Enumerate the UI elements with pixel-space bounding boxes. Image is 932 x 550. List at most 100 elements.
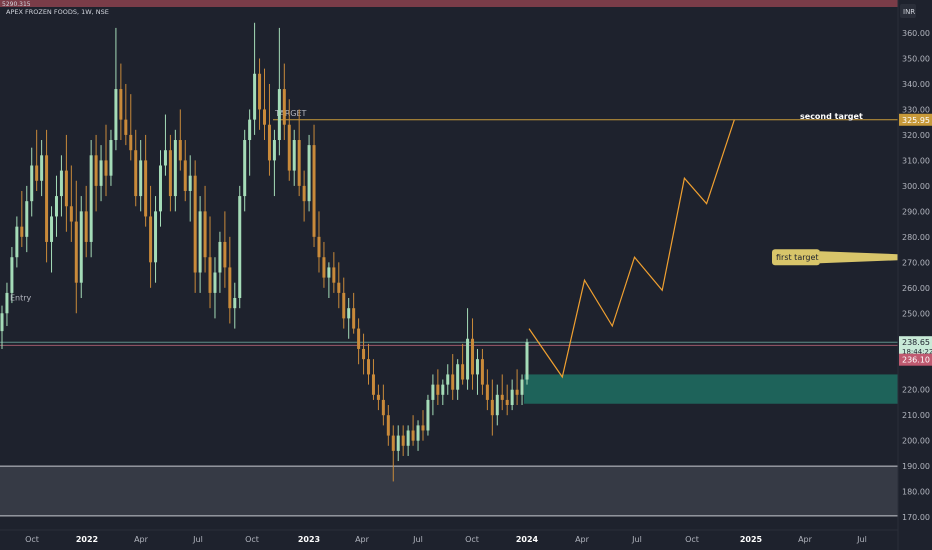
candle xyxy=(263,68,266,141)
candle xyxy=(327,262,331,298)
candle xyxy=(99,145,103,202)
y-tick-label: 210.00 xyxy=(902,411,930,420)
bar-countdown-text: 18:44:22 xyxy=(902,348,932,356)
candle xyxy=(69,165,73,242)
y-tick-label: 220.00 xyxy=(902,386,930,395)
candle xyxy=(109,129,113,186)
candle xyxy=(500,374,504,411)
candle xyxy=(446,364,450,395)
y-tick-label: 200.00 xyxy=(902,437,930,446)
candle xyxy=(312,124,316,248)
candle xyxy=(386,405,390,446)
y-tick-label: 350.00 xyxy=(902,54,930,63)
x-tick-label: Oct xyxy=(245,535,259,544)
first-target-callout-tail xyxy=(820,251,898,264)
support-zone xyxy=(0,466,898,516)
target-line-label: TARGET xyxy=(274,109,307,118)
y-tick-label: 340.00 xyxy=(902,80,930,89)
candle xyxy=(15,216,19,268)
candle xyxy=(416,420,420,451)
candle xyxy=(441,379,445,406)
candle xyxy=(337,262,341,309)
x-tick-label: Apr xyxy=(355,535,370,544)
candle xyxy=(480,348,484,395)
first-target-callout xyxy=(772,249,820,266)
x-tick-label: Jul xyxy=(192,535,203,544)
candle xyxy=(0,305,4,349)
y-tick-label: 290.00 xyxy=(902,207,930,216)
candle xyxy=(466,308,470,390)
demand-zone xyxy=(524,374,898,404)
candle xyxy=(25,185,29,253)
candles-group xyxy=(0,22,529,482)
y-tick-label: 260.00 xyxy=(902,284,930,293)
candle xyxy=(475,348,479,395)
candle xyxy=(168,134,172,212)
candle xyxy=(490,379,494,436)
target-price-badge xyxy=(899,113,932,126)
candle xyxy=(173,129,177,212)
candle xyxy=(233,282,237,329)
candle xyxy=(297,109,301,197)
candle xyxy=(431,374,435,416)
candle xyxy=(267,83,271,176)
price-axis[interactable] xyxy=(898,0,932,550)
candle xyxy=(188,155,192,222)
candle xyxy=(253,22,257,135)
candle xyxy=(183,140,187,202)
candle xyxy=(456,359,460,400)
x-tick-label: Oct xyxy=(465,535,479,544)
x-tick-label: Apr xyxy=(798,535,813,544)
x-tick-label: Oct xyxy=(685,535,699,544)
candle xyxy=(396,425,400,462)
prev-price-badge xyxy=(899,353,932,366)
candle xyxy=(238,185,242,309)
candle xyxy=(129,94,133,161)
x-tick-label: Jul xyxy=(631,535,642,544)
x-ticks-group[interactable]: Oct 2022 Apr Jul Oct 2023 Apr Jul Oct 2024 Apr Jul O… xyxy=(25,535,867,544)
entry-label: Entry xyxy=(10,294,32,303)
candle xyxy=(381,384,385,426)
candle xyxy=(30,147,34,217)
x-tick-label: 2022 xyxy=(76,535,98,544)
candle xyxy=(495,384,499,426)
currency-box[interactable] xyxy=(900,4,916,18)
y-tick-label: 180.00 xyxy=(902,488,930,497)
y-tick-label: 190.00 xyxy=(902,462,930,471)
second-target-label: second target xyxy=(800,112,863,121)
candle xyxy=(277,27,281,156)
candle xyxy=(362,333,366,375)
candle xyxy=(94,134,98,212)
candle xyxy=(515,369,519,406)
candle xyxy=(258,58,262,130)
candle xyxy=(74,180,78,314)
candle xyxy=(391,425,395,482)
y-tick-label: 330.00 xyxy=(902,105,930,114)
candle xyxy=(525,338,529,385)
candle xyxy=(54,175,58,237)
x-tick-label: 2025 xyxy=(740,535,763,544)
x-tick-label: 2023 xyxy=(298,535,320,544)
candle xyxy=(505,384,509,416)
y-tick-label: 300.00 xyxy=(902,182,930,191)
candle xyxy=(20,190,24,248)
candle xyxy=(223,211,227,288)
candle xyxy=(139,140,143,212)
candle xyxy=(119,63,123,141)
target-price-badge-text: 325.95 xyxy=(902,116,930,125)
y-tick-label: 310.00 xyxy=(902,156,930,165)
candle xyxy=(401,425,405,456)
candle xyxy=(208,216,212,309)
candle xyxy=(287,99,291,181)
candle xyxy=(228,236,232,324)
candle xyxy=(134,129,138,207)
y-tick-label: 360.00 xyxy=(902,29,930,38)
candle xyxy=(59,155,63,217)
x-tick-label: Jul xyxy=(412,535,423,544)
candle xyxy=(248,109,252,176)
last-price-text: 238.65 xyxy=(902,338,930,347)
candle xyxy=(124,83,128,146)
y-tick-label: 250.00 xyxy=(902,309,930,318)
candle xyxy=(292,129,296,186)
